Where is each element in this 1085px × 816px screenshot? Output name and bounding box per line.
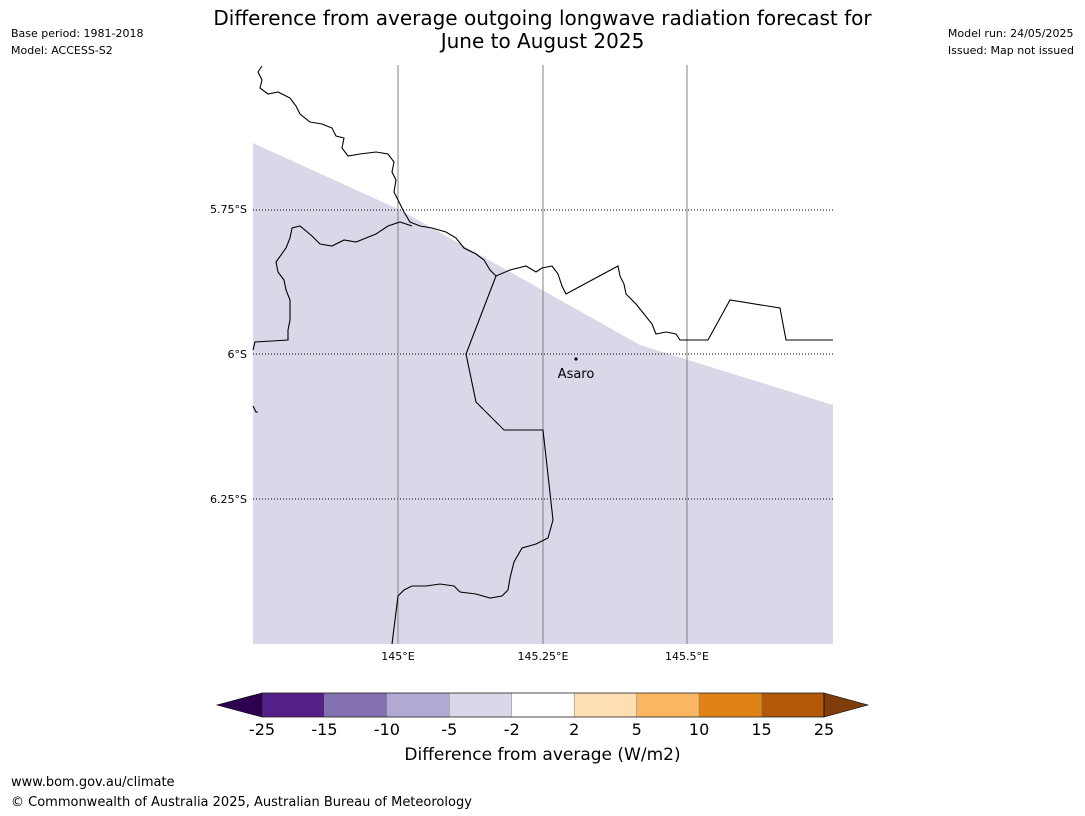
colorbar-tick: -2 <box>503 720 520 739</box>
lon-label-145-00: 145°E <box>381 650 414 663</box>
colorbar-tick: -10 <box>373 720 400 739</box>
title-line-2: June to August 2025 <box>440 29 645 53</box>
map-title: Difference from average outgoing longwav… <box>0 7 1085 53</box>
place-marker-asaro <box>574 357 578 361</box>
model-name: Model: ACCESS-S2 <box>11 44 113 57</box>
footer-copyright: © Commonwealth of Australia 2025, Austra… <box>11 795 472 810</box>
colorbar-swatch <box>761 692 825 718</box>
footer-url: www.bom.gov.au/climate <box>11 775 175 790</box>
colorbar-frame <box>261 692 825 718</box>
place-label-asaro: Asaro <box>558 367 595 382</box>
model-run: Model run: 24/05/2025 <box>947 27 1074 40</box>
colorbar-swatch <box>449 692 513 718</box>
colorbar-tick: -25 <box>248 720 276 739</box>
colorbar-swatch <box>261 692 325 718</box>
colorbar-swatch <box>386 692 450 718</box>
colorbar-extend-high <box>823 692 870 718</box>
title-line-1: Difference from average outgoing longwav… <box>213 6 872 30</box>
meta-left: Base period: 1981-2018 Model: ACCESS-S2 <box>11 25 143 59</box>
colorbar-tick: 2 <box>569 720 580 739</box>
colorbar-swatch <box>573 692 637 718</box>
lat-label-6-00: 6°S <box>228 348 247 361</box>
colorbar-extend-low <box>215 692 263 718</box>
coast-fragment <box>252 405 258 413</box>
meta-right: Model run: 24/05/2025 Issued: Map not is… <box>948 25 1074 59</box>
colorbar-swatch <box>698 692 762 718</box>
colorbar-tick: -5 <box>441 720 458 739</box>
colorbar-tick: 25 <box>813 720 835 739</box>
lon-label-145-50: 145.5°E <box>665 650 709 663</box>
coastline-south <box>252 221 413 351</box>
lat-label-5-75: 5.75°S <box>210 203 247 216</box>
province-boundary <box>391 275 554 645</box>
colorbar-tick: -15 <box>311 720 338 739</box>
colorbar-tick: 5 <box>631 720 642 739</box>
lon-label-145-25: 145.25°E <box>518 650 569 663</box>
colorbar-swatch <box>636 692 700 718</box>
lat-label-6-25: 6.25°S <box>210 493 247 506</box>
colorbar-label: Difference from average (W/m2) <box>404 745 681 765</box>
colorbar <box>215 692 870 718</box>
coastline-north <box>257 65 833 341</box>
colorbar-tick: 15 <box>751 720 772 739</box>
colorbar-tick: 10 <box>688 720 710 739</box>
colorbar-swatch <box>511 692 575 718</box>
issued-status: Issued: Map not issued <box>947 44 1074 57</box>
colorbar-swatch <box>324 692 388 718</box>
base-period: Base period: 1981-2018 <box>11 27 144 40</box>
